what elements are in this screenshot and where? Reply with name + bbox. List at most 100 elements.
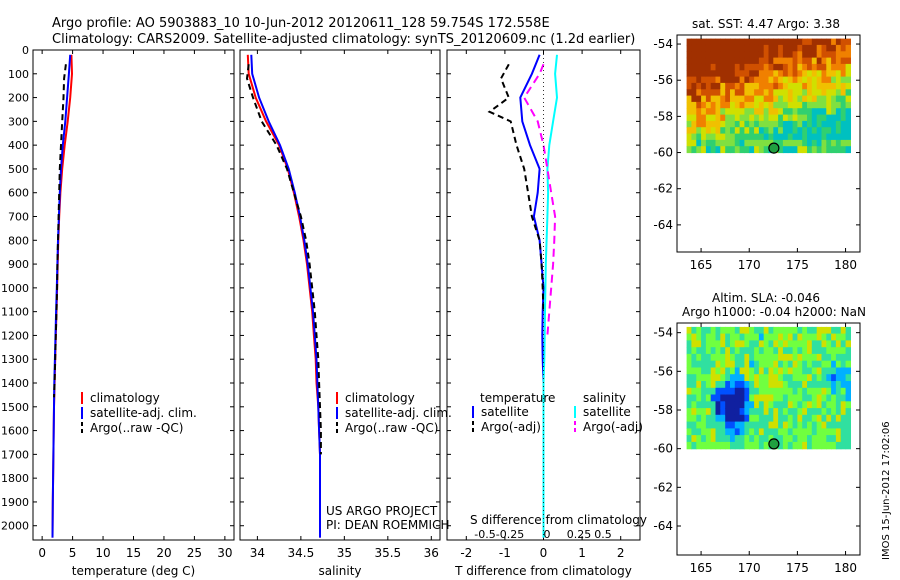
heatmap-cell [696,374,702,382]
heatmap-cell [749,367,755,375]
heatmap-cell [797,326,803,335]
heatmap-cell [778,347,784,355]
heatmap-cell [816,108,823,116]
heatmap-cell [710,421,717,429]
heatmap-cell [686,326,692,335]
heatmap-cell [802,414,808,423]
heatmap-cell [802,333,808,341]
heatmap-cell [787,76,794,84]
legend-label: Argo(-adj) [481,420,541,434]
longitude-tick-label: 180 [834,561,857,575]
heatmap-cell [826,146,832,154]
heatmap-cell [705,374,712,382]
heatmap-cell [792,381,798,389]
heatmap-cell [754,381,760,389]
heatmap-cell [811,57,818,65]
heatmap-cell [701,76,707,84]
heatmap-cell [792,360,798,369]
heatmap-cell [768,360,774,369]
heatmap-cell [715,360,721,369]
legend-label: climatology [345,391,415,405]
heatmap-cell [763,347,770,355]
heatmap-cell [763,127,770,135]
heatmap-cell [744,101,750,109]
salinity-plot-frame [239,49,441,541]
heatmap-cell [749,76,755,84]
heatmap-cell [701,114,707,122]
timestamp-stamp: IMOS 15-Jun-2012 17:02:06 [881,421,892,560]
heatmap-cell [715,347,721,355]
heatmap-cell [705,414,712,423]
depth-tick-label: 1100 [1,306,29,319]
heatmap-cell [701,146,707,154]
heatmap-cell [720,120,726,128]
heatmap-cell [710,133,717,141]
depth-tick-label: 1000 [1,282,29,295]
heatmap-cell [807,120,813,128]
heatmap-cell [744,38,750,46]
heatmap-cell [831,347,837,355]
heatmap-cell [754,133,760,141]
heatmap-cell [782,57,789,65]
heatmap-cell [739,89,745,97]
heatmap-cell [725,114,731,122]
heatmap-cell [826,101,832,109]
heatmap-cell [749,82,755,90]
heatmap-cell [749,146,755,154]
depth-tick-label: 1300 [1,353,29,366]
heatmap-cell [811,108,818,116]
heatmap-cell [807,127,813,135]
heatmap-cell [758,394,765,402]
heatmap-cell [744,133,750,141]
heatmap-cell [758,70,765,78]
heatmap-cell [811,374,818,382]
heatmap-cell [826,360,832,369]
heatmap-cell [797,441,803,450]
latitude-tick-label: -64 [653,519,673,533]
heatmap-cell [749,139,755,147]
heatmap-cell [811,414,818,423]
heatmap-cell [816,82,823,90]
heatmap-cell [792,44,798,52]
depth-tick-label: 700 [8,211,29,224]
heatmap-cell [778,421,784,429]
heatmap-cell [763,401,770,409]
heatmap-cell [715,353,721,362]
heatmap-cell [734,127,741,135]
x-tick-label: 15 [126,546,141,560]
heatmap-cell [705,120,712,128]
heatmap-cell [763,333,770,341]
heatmap-cell [773,63,779,71]
heatmap-cell [730,95,736,103]
heatmap-cell [744,139,750,147]
legend-label: Argo(-adj) [583,420,643,434]
heatmap-cell [744,120,750,128]
heatmap-cell [744,340,750,348]
heatmap-cell [807,146,813,154]
heatmap-cell [768,421,774,429]
heatmap-cell [811,51,818,59]
x-tick-label: 5 [69,546,77,560]
heatmap-cell [715,408,721,416]
heatmap-cell [691,108,697,116]
heatmap-cell [691,360,697,369]
heatmap-cell [792,57,798,65]
heatmap-cell [749,57,755,65]
heatmap-cell [758,51,765,59]
heatmap-cell [792,127,798,135]
heatmap-cell [720,340,726,348]
heatmap-cell [826,51,832,59]
heatmap-cell [787,347,794,355]
latitude-tick-label: -58 [653,109,673,123]
heatmap-cell [831,82,837,90]
heatmap-cell [754,114,760,122]
heatmap-cell [701,89,707,97]
heatmap-cell [835,435,842,443]
x-tick-label: -1 [499,546,511,560]
heatmap-cell [725,381,731,389]
heatmap-cell [749,108,755,116]
heatmap-cell [744,428,750,436]
heatmap-cell [696,326,702,335]
heatmap-cell [749,326,755,335]
x-tick-label: 0 [38,546,46,560]
